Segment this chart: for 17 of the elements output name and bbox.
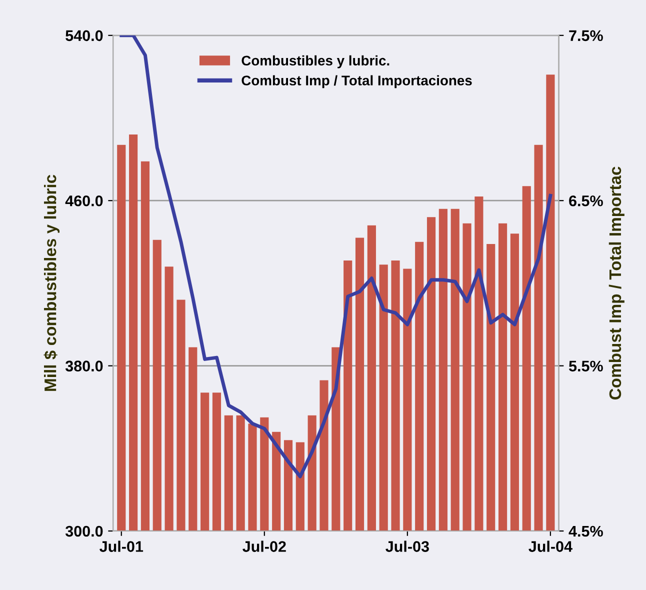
y-tick-label: 380.0 <box>65 360 103 372</box>
x-tick-label: Jul-03 <box>386 540 429 552</box>
y2-axis-title: Combust Imp / Total Importac <box>608 166 624 400</box>
y-tick-label: 540.0 <box>66 30 103 42</box>
y-tick-label: 300.0 <box>65 526 103 537</box>
y2-tick-label: 4.5% <box>568 526 603 537</box>
legend-label: Combustibles y lubric. <box>242 55 390 68</box>
x-tick-label: Jul-01 <box>100 540 144 552</box>
y2-tick-label: 6.5% <box>569 195 603 206</box>
y-axis-title: Mill $ combustibles y lubric <box>44 174 60 391</box>
x-tick-label: Jul-02 <box>242 540 286 552</box>
y-tick-label: 460.0 <box>65 195 103 206</box>
x-tick-label: Jul-04 <box>528 540 572 552</box>
y2-tick-label: 7.5% <box>569 30 603 42</box>
line-series <box>120 35 552 478</box>
y2-tick-label: 5.5% <box>568 360 603 372</box>
legend-label: Combust Imp / Total Importaciones <box>242 75 472 88</box>
